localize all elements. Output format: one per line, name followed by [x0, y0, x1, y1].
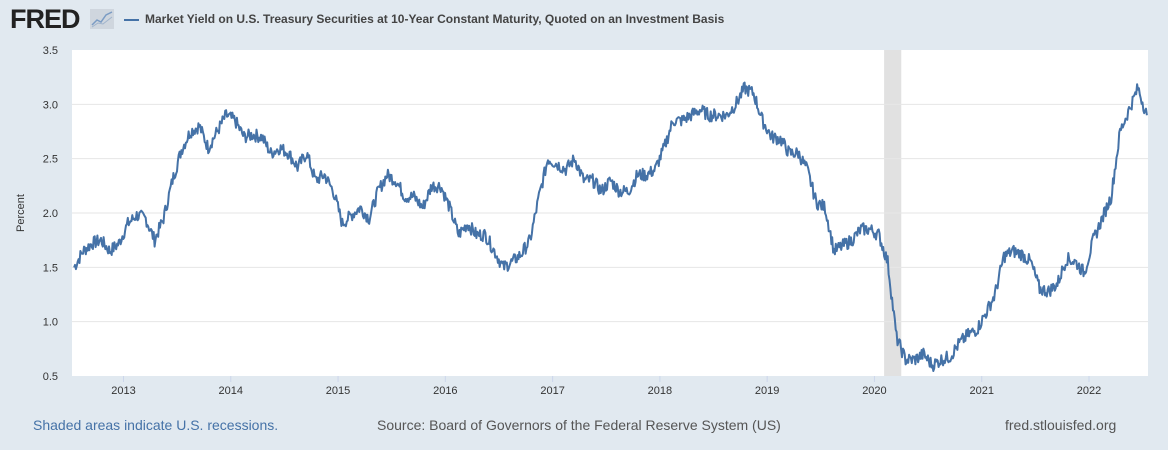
chart-title: Market Yield on U.S. Treasury Securities… — [145, 12, 725, 26]
y-tick-label: 3.0 — [43, 99, 58, 111]
x-tick-label: 2015 — [326, 385, 350, 397]
x-tick-label: 2021 — [969, 385, 993, 397]
y-tick-label: 1.0 — [43, 317, 58, 329]
y-tick-label: 0.5 — [43, 371, 58, 383]
source-text: Source: Board of Governors of the Federa… — [377, 417, 781, 433]
x-tick-label: 2017 — [540, 385, 564, 397]
site-link[interactable]: fred.stlouisfed.org — [1005, 417, 1117, 433]
y-tick-label: 2.5 — [43, 154, 58, 166]
fred-logo[interactable]: FRED — [10, 4, 80, 34]
legend-swatch — [124, 19, 139, 21]
x-tick-label: 2022 — [1077, 385, 1101, 397]
x-tick-label: 2020 — [862, 385, 886, 397]
x-tick-label: 2013 — [111, 385, 135, 397]
y-tick-label: 1.5 — [43, 262, 58, 274]
series-line — [73, 81, 1148, 372]
recession-note-link[interactable]: Shaded areas indicate U.S. recessions. — [33, 417, 279, 433]
y-tick-label: 2.0 — [43, 208, 58, 220]
y-axis-label: Percent — [15, 194, 27, 232]
x-tick-label: 2016 — [433, 385, 457, 397]
x-tick-label: 2018 — [648, 385, 672, 397]
x-tick-label: 2014 — [219, 385, 243, 397]
y-tick-label: 3.5 — [43, 45, 58, 57]
x-tick-label: 2019 — [755, 385, 779, 397]
chart-logo-icon — [90, 9, 114, 29]
